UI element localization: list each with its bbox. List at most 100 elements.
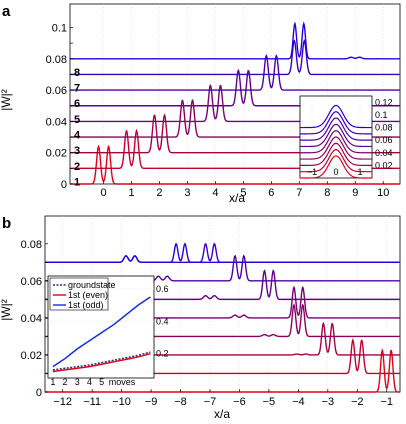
inset-series-line [300,155,372,179]
y-tick-label: 0.04 [21,313,42,325]
series-line [70,21,400,60]
inset-y-tick-label: 0.4 [156,316,169,326]
inset-x-tick-label: 3 [75,377,80,387]
y-tick-label: 0 [61,179,67,191]
panel-a: a 0 1 2 3 4 5 6 7 8 9 10 0 0.02 0.04 0.06 0.08 0.1 1 2 3 4… [0,3,401,205]
y-tick-label: 0.06 [21,276,42,288]
move-label: 6 [74,98,80,110]
x-tick-label: 9 [352,187,358,199]
y-tick-label: 0 [36,387,42,399]
x-tick-label: 7 [296,187,302,199]
x-ticks-b: −12 −11 −10 −9 −8 −7 −6 −5 −4 −3 −2 −1 [53,389,393,408]
x-ticks-a: 0 1 2 3 4 5 6 7 8 9 10 [100,181,389,199]
inset-series-line [300,149,372,173]
move-labels-a: 1 2 3 4 5 6 7 8 [74,67,81,189]
y-tick-label: 0.08 [21,239,42,251]
inset-y-tick-label: 0.1 [375,110,388,120]
inset-series-line [300,142,372,166]
inset-series--st-odd- [52,296,151,368]
panel-letter-a: a [2,3,11,20]
inset-y-tick-label: 0.12 [375,97,393,107]
x-axis-label-b: x/a [214,407,230,421]
x-tick-label: 10 [377,187,389,199]
move-label: 1 [74,176,80,188]
move-label: 5 [74,114,80,126]
inset-x-ticks-a: −1 0 1 [307,167,363,177]
inset-x-tick-label: 5 [99,377,104,387]
inset-y-tick-label: 0.06 [375,135,393,145]
legend-label-groundstate: groundstate [68,280,116,290]
inset-x-tick-label: 1 [357,167,362,177]
y-axis-label-a: |W|² [0,89,13,111]
inset-series-line [300,111,372,135]
y-tick-label: 0.02 [21,350,42,362]
y-axis-label-b: |W|² [0,299,13,321]
inset-series--st-even- [52,352,151,373]
x-tick-label: 0 [100,187,106,199]
inset-series-line [300,136,372,160]
panel-letter-b: b [2,215,11,232]
inset-y-tick-label: 0.04 [375,148,393,158]
x-tick-label: −11 [83,396,101,408]
x-tick-label: 6 [268,187,274,199]
y-tick-label: 0.02 [46,148,67,160]
inset-series-line [300,104,372,129]
x-tick-label: −2 [351,396,364,408]
x-tick-label: −4 [292,396,305,408]
inset-y-tick-label: 0.08 [375,123,393,133]
x-tick-label: −1 [380,396,393,408]
x-tick-label: 1 [128,187,134,199]
move-label: 8 [74,67,80,79]
series-line [70,144,400,185]
inset-x-label-b: moves [109,377,136,387]
x-tick-label: 2 [156,187,162,199]
inset-x-tick-label: −1 [307,167,317,177]
x-tick-label: −10 [112,396,131,408]
inset-y-ticks-a: 0.02 0.04 0.06 0.08 0.1 0.12 [375,97,393,170]
x-tick-label: −3 [322,396,335,408]
inset-y-tick-label: 0.02 [375,160,393,170]
y-tick-label: 0.06 [46,85,67,97]
inset-y-tick-label: 0.2 [156,349,169,359]
y-ticks-b: 0 0.02 0.04 0.06 0.08 [21,239,48,399]
inset-y-ticks-b: 0.2 0.4 0.6 [156,284,169,359]
inset-a: −1 0 1 0.02 0.04 0.06 0.08 0.1 0.12 [299,95,393,179]
x-tick-label: −5 [263,396,276,408]
x-tick-label: −9 [145,396,158,408]
y-tick-label: 0.08 [46,54,67,66]
series-line [45,348,400,393]
x-tick-label: 5 [240,187,246,199]
inset-x-tick-label: 0 [333,167,338,177]
inset-series-line [300,130,372,154]
x-tick-label: −8 [174,396,187,408]
legend-label-even: 1st (even) [68,290,108,300]
inset-series-groundstate [52,351,151,371]
x-tick-label: 3 [184,187,190,199]
series-line [70,39,400,76]
y-tick-label: 0.04 [46,116,67,128]
move-label: 3 [74,145,80,157]
x-tick-label: −12 [53,396,72,408]
inset-y-tick-label: 0.6 [156,284,169,294]
inset-legend-b: groundstate 1st (even) 1st (odd) [49,277,116,311]
panel-b: b −12 −11 −10 −9 −8 −7 −6 −5 −4 −3 −2 −1 00.020.040… [0,215,401,421]
series-line [45,242,400,264]
grid-a [103,4,384,184]
inset-x-tick-label: 1 [50,377,55,387]
inset-x-tick-label: 4 [87,377,92,387]
x-tick-label: −6 [233,396,246,408]
move-label: 7 [74,83,80,95]
inset-x-tick-label: 2 [63,377,68,387]
inset-series-line [300,123,372,148]
y-tick-label: 0.1 [52,22,67,34]
series-line [70,53,400,91]
inset-curves-a [300,104,372,179]
x-tick-label: 4 [212,187,218,199]
x-axis-label-a: x/a [229,191,245,205]
move-label: 2 [74,161,80,173]
inset-series-line [300,117,372,141]
x-tick-label: 8 [324,187,330,199]
legend-label-odd: 1st (odd) [68,300,104,310]
